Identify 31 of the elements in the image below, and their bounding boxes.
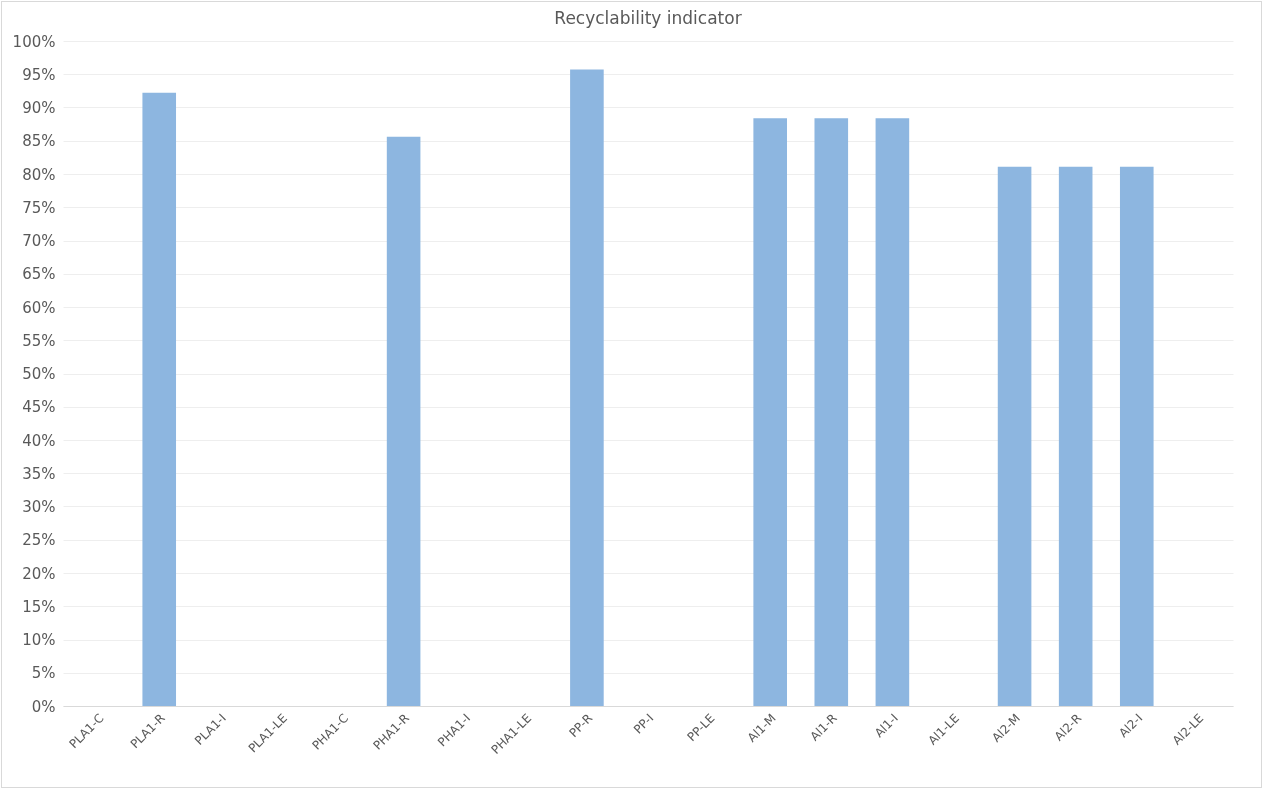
bar — [875, 118, 910, 706]
bar — [814, 118, 849, 706]
y-tick-label: 100% — [12, 32, 56, 51]
bar — [997, 166, 1032, 706]
y-tick-label: 75% — [22, 198, 56, 217]
y-tick-label: 10% — [22, 631, 56, 649]
y-tick-label: 20% — [22, 564, 56, 583]
y-tick-label: 45% — [22, 398, 56, 417]
y-tick-label: 80% — [22, 165, 56, 184]
y-tick-label: 85% — [22, 132, 56, 151]
y-tick-label: 65% — [22, 265, 56, 284]
y-tick-label: 50% — [22, 365, 56, 383]
chart-title: Recyclability indicator — [554, 8, 742, 28]
y-tick-label: 15% — [22, 597, 56, 616]
bar — [142, 92, 177, 706]
y-tick-label: 5% — [31, 664, 56, 683]
bar — [1058, 166, 1093, 706]
y-tick-label: 25% — [22, 531, 56, 550]
y-tick-label: 95% — [22, 65, 56, 84]
y-tick-label: 35% — [22, 464, 56, 483]
bar — [386, 136, 421, 706]
y-tick-label: 90% — [22, 99, 56, 117]
bar — [1119, 166, 1154, 706]
bar — [753, 118, 787, 706]
y-tick-label: 0% — [31, 697, 56, 716]
bar — [570, 69, 604, 706]
y-tick-label: 40% — [22, 431, 56, 450]
y-tick-label: 55% — [22, 331, 56, 350]
y-tick-label: 30% — [22, 498, 56, 516]
y-tick-label: 60% — [22, 298, 56, 317]
y-tick-label: 70% — [22, 232, 56, 250]
